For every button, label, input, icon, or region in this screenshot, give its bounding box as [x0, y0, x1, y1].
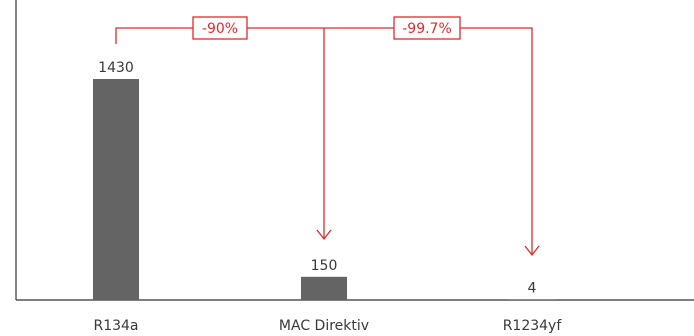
value-label-r1234yf: 4 [528, 280, 537, 296]
annotation-box-90 [192, 16, 248, 40]
bar-mac-direktiv [301, 276, 347, 300]
annotation-text-90: -90% [202, 21, 238, 37]
category-labels-group: R134a MAC Direktiv R1234yf [93, 318, 562, 334]
bar-r134a [93, 79, 139, 300]
category-label-mac-direktiv: MAC Direktiv [279, 318, 369, 334]
arrow-head-r1234yf [524, 245, 540, 257]
annotation-text-99-7: -99.7% [402, 21, 452, 37]
annotation-box-99-7 [393, 16, 461, 40]
annotation-label-90: -90% [192, 16, 248, 40]
category-label-r134a: R134a [93, 318, 138, 334]
bar-r1234yf [509, 299, 555, 300]
value-label-mac-direktiv: 150 [311, 258, 338, 274]
value-label-r134a: 1430 [98, 60, 134, 76]
category-label-r1234yf: R1234yf [503, 318, 563, 334]
annotations-group: -90% -99.7% [115, 16, 540, 257]
arrow-head-mac-direktiv [316, 229, 332, 241]
annotation-label-99-7: -99.7% [393, 16, 461, 40]
value-labels-group: 1430 150 4 [98, 60, 536, 296]
bars-group [93, 79, 555, 300]
reduction-bracket-line [115, 27, 533, 254]
